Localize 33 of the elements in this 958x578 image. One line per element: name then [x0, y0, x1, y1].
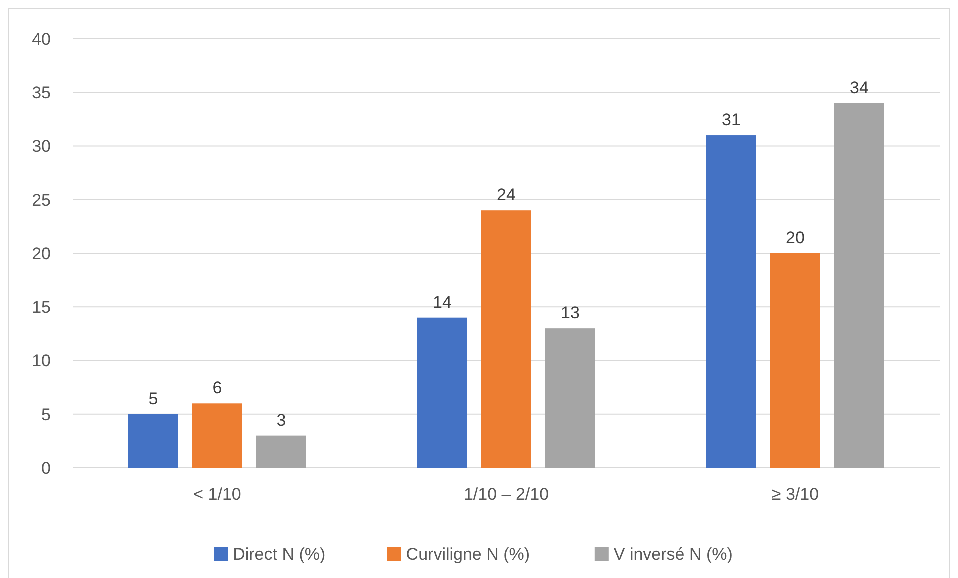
bar: [192, 404, 242, 468]
y-tick-label: 25: [32, 190, 51, 210]
data-label: 34: [850, 78, 869, 98]
y-tick-label: 5: [42, 405, 51, 424]
bar: [834, 103, 884, 468]
bar: [482, 210, 532, 468]
legend-label: Curviligne N (%): [406, 544, 530, 564]
data-label: 31: [722, 110, 741, 130]
bar: [128, 414, 178, 468]
legend-label: Direct N (%): [233, 544, 326, 564]
x-tick-label: ≥ 3/10: [772, 485, 820, 504]
data-label: 24: [497, 186, 516, 205]
data-label: 20: [786, 228, 805, 248]
legend-label: V inversé N (%): [614, 544, 733, 564]
bar: [418, 318, 468, 468]
y-tick-label: 15: [32, 298, 51, 318]
y-tick-label: 10: [32, 352, 51, 371]
x-tick-label: 1/10 – 2/10: [464, 485, 550, 504]
y-tick-label: 0: [42, 458, 51, 478]
data-label: 3: [276, 410, 286, 430]
bar: [546, 328, 596, 468]
x-tick-label: < 1/10: [194, 485, 242, 504]
y-tick-label: 40: [32, 30, 51, 49]
data-label: 5: [148, 389, 158, 408]
bar: [706, 136, 756, 468]
y-tick-label: 35: [32, 84, 51, 103]
y-tick-label: 30: [32, 137, 51, 156]
y-tick-label: 20: [32, 244, 51, 264]
data-label: 13: [561, 304, 580, 323]
bar: [256, 436, 306, 468]
data-label: 6: [212, 378, 222, 398]
data-label: 14: [433, 292, 452, 312]
bar: [770, 254, 820, 468]
